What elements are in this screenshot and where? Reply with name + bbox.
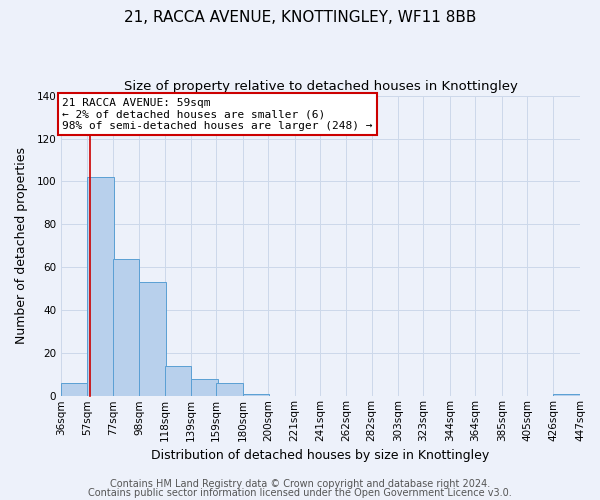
X-axis label: Distribution of detached houses by size in Knottingley: Distribution of detached houses by size … — [151, 450, 490, 462]
Bar — [164, 366, 191, 396]
Bar — [113, 259, 139, 396]
Bar — [88, 177, 114, 396]
Text: Contains public sector information licensed under the Open Government Licence v3: Contains public sector information licen… — [88, 488, 512, 498]
Text: 21 RACCA AVENUE: 59sqm
← 2% of detached houses are smaller (6)
98% of semi-detac: 21 RACCA AVENUE: 59sqm ← 2% of detached … — [62, 98, 373, 131]
Bar — [139, 282, 166, 397]
Title: Size of property relative to detached houses in Knottingley: Size of property relative to detached ho… — [124, 80, 517, 93]
Y-axis label: Number of detached properties: Number of detached properties — [15, 148, 28, 344]
Bar — [243, 394, 269, 396]
Bar — [61, 384, 88, 396]
Bar — [216, 384, 243, 396]
Bar — [553, 394, 580, 396]
Bar — [191, 379, 218, 396]
Text: Contains HM Land Registry data © Crown copyright and database right 2024.: Contains HM Land Registry data © Crown c… — [110, 479, 490, 489]
Text: 21, RACCA AVENUE, KNOTTINGLEY, WF11 8BB: 21, RACCA AVENUE, KNOTTINGLEY, WF11 8BB — [124, 10, 476, 25]
